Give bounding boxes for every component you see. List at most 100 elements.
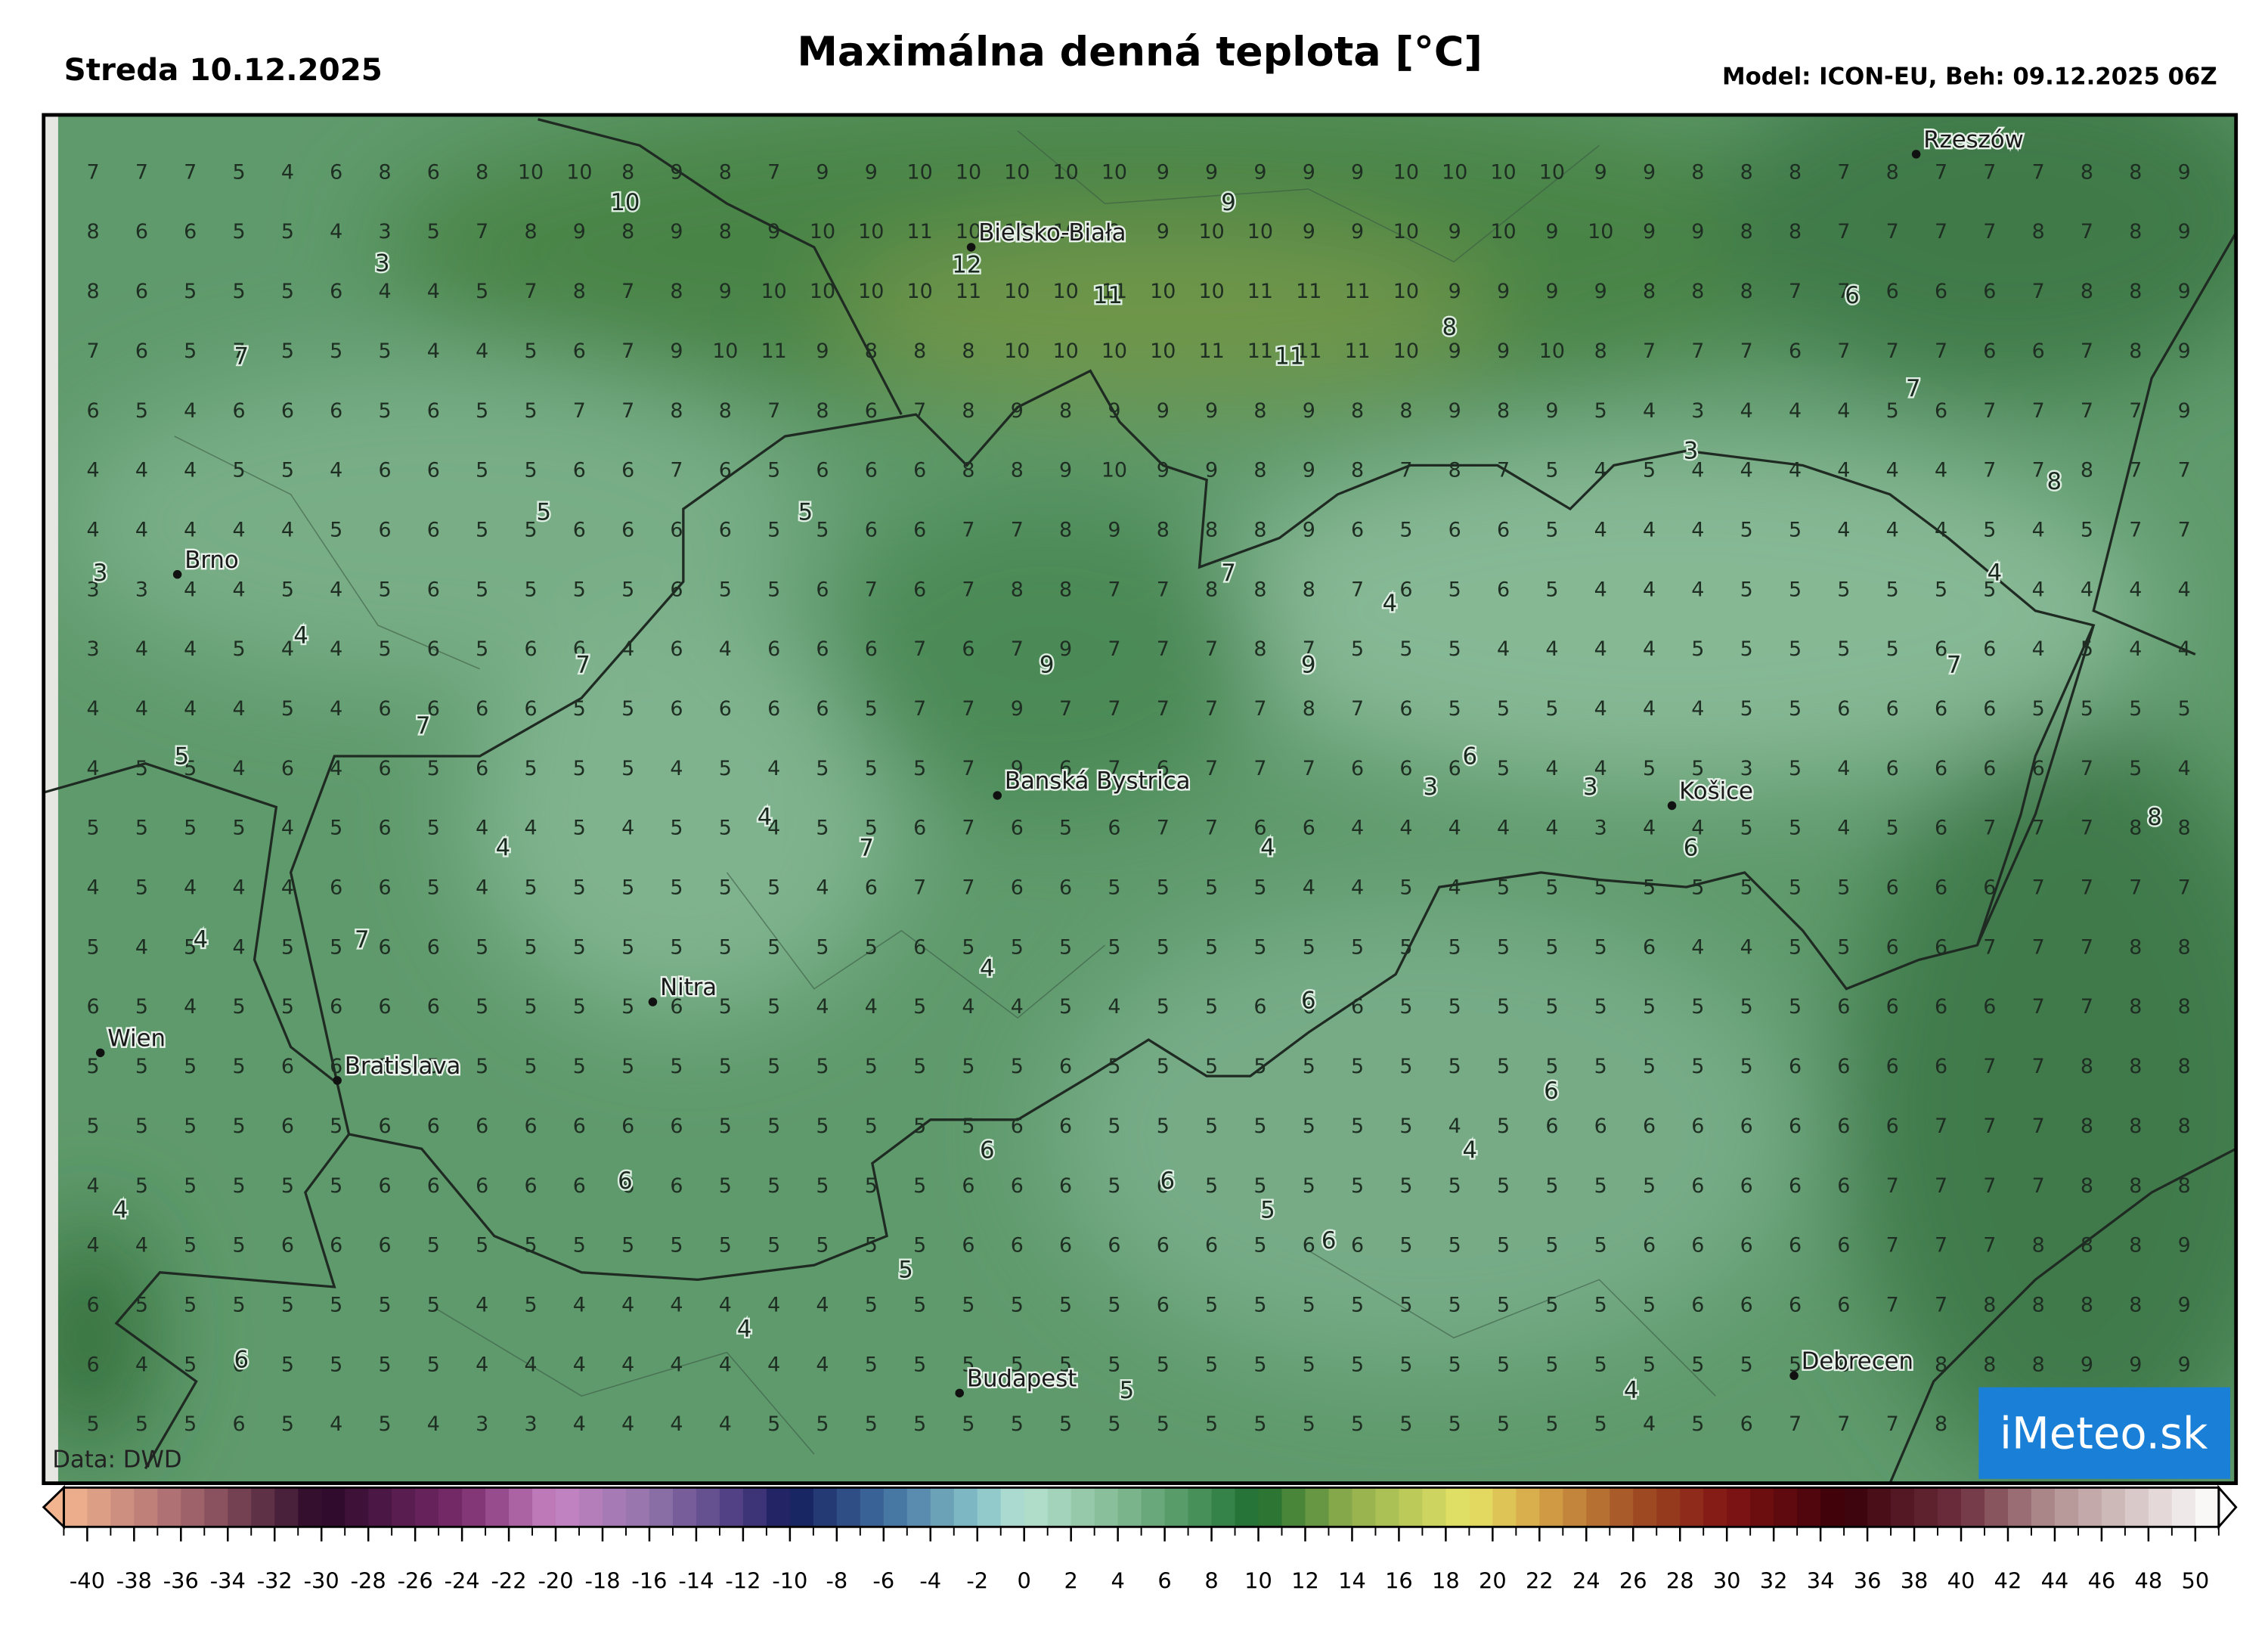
colorbar-tick-label: -20	[538, 1567, 573, 1593]
extremum-value: 4	[1988, 560, 2003, 587]
temperature-value: 4	[1643, 578, 1656, 601]
temperature-value: 5	[1011, 935, 1024, 959]
temperature-value: 5	[1740, 995, 1753, 1019]
temperature-value: 7	[1059, 697, 1072, 721]
temperature-value: 7	[2129, 876, 2142, 900]
temperature-value: 6	[1983, 995, 1996, 1019]
temperature-value: 5	[232, 995, 245, 1019]
temperature-value: 4	[232, 697, 245, 721]
colorbar-segment	[485, 1487, 510, 1527]
temperature-value: 6	[1789, 1115, 1802, 1138]
temperature-value: 5	[719, 995, 732, 1019]
temperature-value: 7	[2032, 399, 2045, 423]
temperature-value: 10	[858, 220, 884, 243]
colorbar-segment	[438, 1487, 463, 1527]
temperature-value: 6	[281, 1234, 294, 1257]
extremum-value: 6	[1544, 1078, 1559, 1105]
temperature-value: 4	[1497, 817, 1510, 840]
temperature-value: 5	[1108, 1174, 1120, 1198]
temperature-value: 5	[1351, 1412, 1364, 1436]
temperature-value: 5	[573, 1234, 586, 1257]
temperature-value: 6	[816, 637, 829, 661]
temperature-value: 7	[1886, 340, 1899, 363]
temperature-value: 5	[573, 697, 586, 721]
temperature-value: 8	[2129, 280, 2142, 303]
extremum-value: 3	[375, 250, 390, 278]
temperature-value: 5	[2032, 697, 2045, 721]
temperature-value: 5	[1108, 1353, 1120, 1376]
temperature-value: 5	[330, 1353, 342, 1376]
temperature-value: 4	[1643, 518, 1656, 541]
temperature-value: 9	[2081, 1353, 2093, 1376]
temperature-value: 5	[1351, 1174, 1364, 1198]
temperature-value: 6	[232, 1412, 245, 1436]
colorbar-segment	[110, 1487, 135, 1527]
temperature-value: 8	[1253, 399, 1266, 423]
cities: Rzeszów Bielsko-Biała Brno Banská Bystrica K…	[95, 125, 2025, 1398]
temperature-value: 9	[1303, 518, 1315, 541]
extremum-value: 6	[1321, 1227, 1337, 1254]
extremum-value: 4	[1383, 591, 1398, 618]
temperature-value: 8	[1691, 280, 1704, 303]
temperature-value: 4	[2032, 578, 2045, 601]
temperature-value: 4	[1448, 1115, 1461, 1138]
temperature-value: 5	[865, 935, 878, 959]
temperature-value: 10	[1393, 340, 1419, 363]
temperature-value: 5	[1545, 1412, 1558, 1436]
temperature-value: 5	[184, 1293, 197, 1316]
temperature-value: 5	[816, 1412, 829, 1436]
temperature-value: 7	[1837, 220, 1850, 243]
temperature-value: 9	[719, 280, 732, 303]
colorbar-segment	[1844, 1487, 1868, 1527]
city-label: Rzeszów	[1923, 126, 2024, 153]
temperature-value: 6	[621, 459, 634, 482]
temperature-value: 5	[1643, 459, 1656, 482]
temperature-value: 8	[2129, 1115, 2142, 1138]
temperature-value: 5	[1108, 1055, 1120, 1078]
temperature-value: 5	[1643, 1293, 1656, 1316]
colorbar-segment	[789, 1487, 814, 1527]
temperature-value: 8	[1253, 459, 1266, 482]
temperature-value: 5	[1497, 935, 1510, 959]
temperature-value: 8	[1303, 578, 1315, 601]
temperature-value: 10	[712, 340, 738, 363]
temperature-value: 6	[1837, 1234, 1850, 1257]
temperature-value: 5	[573, 757, 586, 780]
temperature-value: 9	[2178, 220, 2191, 243]
temperature-value: 5	[524, 935, 537, 959]
temperature-value: 4	[232, 578, 245, 601]
city-dot	[95, 1048, 105, 1058]
temperature-value: 5	[427, 1055, 440, 1078]
temperature-value: 5	[1691, 995, 1704, 1019]
temperature-value: 6	[719, 518, 732, 541]
temperature-value: 5	[232, 220, 245, 243]
temperature-value: 5	[524, 459, 537, 482]
colorbar-tick-label: 10	[1244, 1567, 1272, 1593]
extremum-value: 3	[93, 560, 108, 587]
temperature-value: 4	[1594, 459, 1607, 482]
colorbar-segment	[1539, 1487, 1564, 1527]
temperature-value: 5	[1643, 995, 1656, 1019]
temperature-value: 5	[330, 1293, 342, 1316]
colorbar-segment	[321, 1487, 345, 1527]
temperature-value: 4	[1691, 935, 1704, 959]
temperature-value: 5	[1399, 1234, 1412, 1257]
temperature-value: 5	[1497, 1353, 1510, 1376]
temperature-value: 5	[1399, 518, 1412, 541]
temperature-value: 6	[1983, 757, 1996, 780]
colorbar-segment	[1422, 1487, 1447, 1527]
temperature-value: 5	[1545, 459, 1558, 482]
colorbar-tick-label: 20	[1479, 1567, 1507, 1593]
temperature-value: 8	[1253, 637, 1266, 661]
temperature-value: 4	[1837, 518, 1850, 541]
temperature-value: 8	[1983, 1293, 1996, 1316]
city-label: Budapest	[967, 1366, 1077, 1393]
temperature-value: 10	[1150, 340, 1176, 363]
temperature-value: 5	[1448, 1293, 1461, 1316]
temperature-value: 6	[1643, 1115, 1656, 1138]
temperature-value: 8	[1740, 220, 1753, 243]
temperature-value: 4	[330, 578, 342, 601]
temperature-value: 8	[1205, 578, 1218, 601]
temperature-value: 7	[913, 637, 926, 661]
temperature-value: 9	[1545, 399, 1558, 423]
